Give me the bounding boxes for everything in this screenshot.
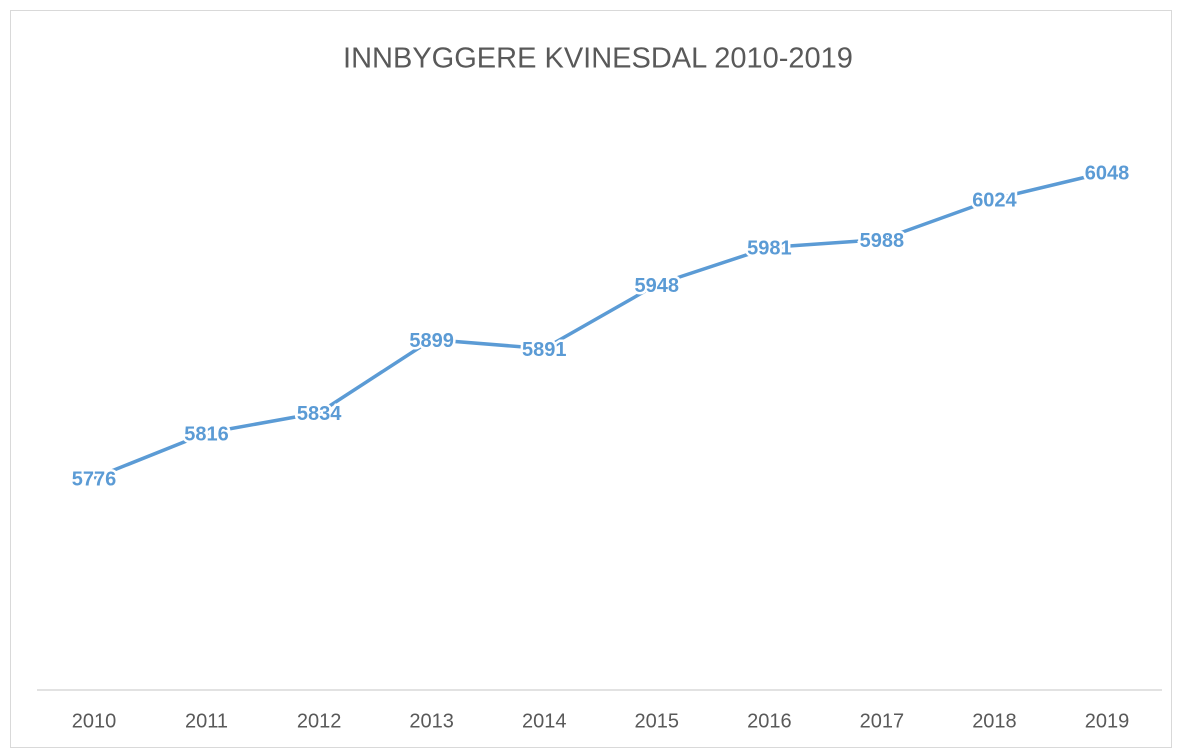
data-label: 5891 bbox=[522, 339, 567, 361]
x-tick-label: 2010 bbox=[72, 710, 117, 732]
data-label: 5988 bbox=[860, 230, 905, 252]
data-label: 5776 bbox=[72, 468, 117, 490]
line-series bbox=[93, 170, 1108, 480]
x-tick-label: 2019 bbox=[1085, 710, 1130, 732]
chart-frame bbox=[10, 10, 1172, 748]
x-tick-label: 2012 bbox=[297, 710, 342, 732]
data-label: 6024 bbox=[972, 189, 1017, 211]
x-tick-label: 2016 bbox=[747, 710, 792, 732]
x-tick-label: 2018 bbox=[972, 710, 1017, 732]
x-tick-label: 2015 bbox=[635, 710, 680, 732]
data-label: 5981 bbox=[747, 238, 792, 260]
data-label: 5899 bbox=[409, 330, 454, 352]
x-tick-label: 2013 bbox=[409, 710, 454, 732]
chart-title: INNBYGGERE KVINESDAL 2010-2019 bbox=[343, 43, 853, 75]
x-tick-label: 2011 bbox=[185, 710, 228, 732]
data-label: 5948 bbox=[635, 275, 680, 297]
data-label: 5834 bbox=[297, 403, 342, 425]
data-label: 5816 bbox=[184, 423, 229, 445]
data-label: 6048 bbox=[1085, 162, 1130, 184]
x-tick-label: 2014 bbox=[522, 710, 567, 732]
x-tick-label: 2017 bbox=[860, 710, 905, 732]
